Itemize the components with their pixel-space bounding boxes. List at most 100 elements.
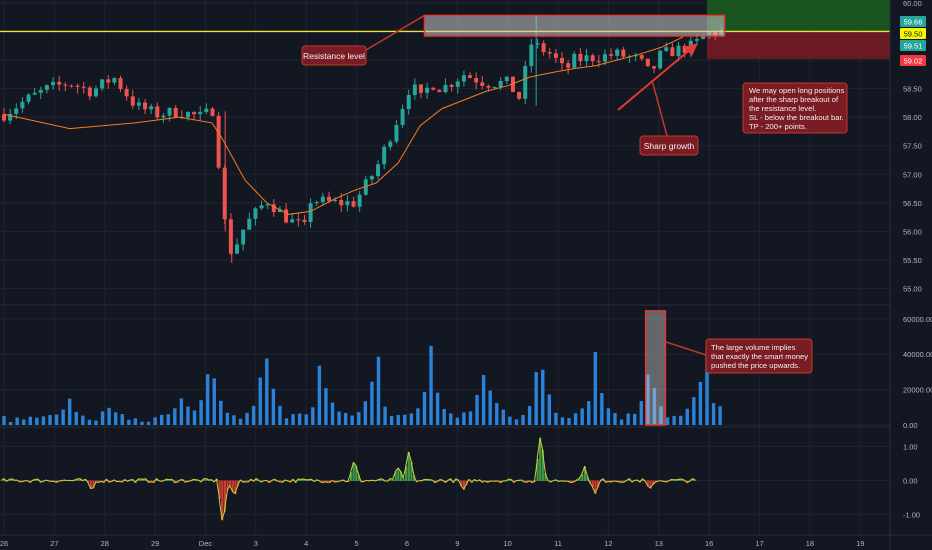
oscillator-line <box>392 471 397 480</box>
price-badge-label: 59.66 <box>904 18 923 27</box>
oscillator-line <box>691 478 696 481</box>
volume-bar <box>527 406 532 425</box>
oscillator-bar <box>455 478 458 481</box>
oscillator-line <box>61 479 65 482</box>
candle-body <box>271 204 276 213</box>
oscillator-bar <box>3 478 6 481</box>
oscillator-line <box>16 479 21 483</box>
candle-body <box>474 77 479 83</box>
oscillator-line <box>550 480 554 483</box>
candle-body <box>192 112 197 115</box>
price-badge <box>900 16 926 27</box>
oscillator-line <box>357 474 362 483</box>
candle-body <box>124 89 129 97</box>
volume-bar <box>159 414 164 425</box>
candle-body <box>136 102 141 106</box>
volume-bar <box>284 418 289 425</box>
candle-body <box>247 218 252 230</box>
price-pane[interactable]: Resistance level Sharp growth We may ope… <box>0 0 890 263</box>
trade-plan-line: the resistance level. <box>749 104 816 113</box>
volume-bar <box>613 413 617 425</box>
oscillator-bar <box>139 478 142 481</box>
resistance-zone-box <box>423 14 726 37</box>
oscillator-line <box>355 465 360 476</box>
volume-bar <box>232 415 236 425</box>
oscillator-line <box>221 510 226 521</box>
volume-bar <box>28 416 32 425</box>
price-tick-label: 58.50 <box>903 85 922 94</box>
candle-body <box>357 194 362 207</box>
oscillator-line <box>237 479 241 486</box>
candle-body <box>149 106 154 110</box>
candle-body <box>112 78 117 83</box>
oscillator-bar <box>129 479 132 481</box>
oscillator-bar <box>326 480 329 483</box>
time-tick-label: 29 <box>151 539 159 548</box>
time-axis[interactable]: 26 27 28 29 Dec 3 4 5 6 9 10 11 12 13 16 17 18 19 <box>0 534 932 548</box>
volume-bar <box>258 377 262 425</box>
candle-body <box>584 55 589 62</box>
volume-bar <box>534 372 538 425</box>
oscillator-bar <box>94 480 98 483</box>
trade-plan-line: after the sharp breakout of <box>749 95 839 104</box>
sharp-growth-callout[interactable]: Sharp growth <box>617 43 699 156</box>
oscillator-bar <box>428 479 431 481</box>
trade-plan-line: SL - below the breakout bar. <box>749 113 844 122</box>
candle-body <box>412 84 417 96</box>
oscillator-line <box>300 478 304 481</box>
candle-body <box>32 92 37 95</box>
oscillator-line <box>402 465 407 479</box>
oscillator-bar <box>302 478 305 481</box>
candle-body <box>602 54 607 62</box>
oscillator-tick-label: -1.00 <box>903 511 920 520</box>
oscillator-line <box>153 478 157 483</box>
oscillator-line <box>260 480 265 483</box>
oscillator-bar <box>649 480 652 489</box>
oscillator-line <box>161 479 165 482</box>
candle-body <box>701 34 706 40</box>
oscillator-bar <box>678 479 681 481</box>
oscillator-bar <box>583 466 586 481</box>
volume-bar <box>140 421 144 425</box>
oscillator-line <box>308 478 312 481</box>
resistance-callout[interactable]: Resistance level <box>301 14 425 66</box>
candle-body <box>400 109 405 125</box>
oscillator-line <box>331 479 336 483</box>
oscillator-bar <box>207 480 211 481</box>
resistance-label: Resistance level <box>303 51 365 61</box>
oscillator-line <box>652 481 657 485</box>
candle-body <box>461 75 466 82</box>
oscillator-bar <box>439 479 442 481</box>
oscillator-line <box>276 480 281 483</box>
candle-body <box>228 219 233 254</box>
candle-body <box>93 88 98 97</box>
volume-bar <box>363 401 368 425</box>
volume-bar <box>146 421 151 425</box>
time-tick-label: 19 <box>856 539 864 548</box>
oscillator-line <box>163 478 168 481</box>
oscillator-line <box>565 480 570 483</box>
candle-body <box>468 75 473 78</box>
oscillator-bar <box>250 479 253 481</box>
volume-note-line: that exactly the smart money <box>711 352 808 361</box>
volume-note-box <box>705 338 813 374</box>
oscillator-bar <box>389 478 392 481</box>
volume-bar <box>567 418 571 425</box>
oscillator-bar <box>299 479 303 481</box>
candle-body <box>339 200 344 206</box>
oscillator-bar <box>620 480 623 483</box>
volume-bar <box>580 408 584 425</box>
oscillator-line <box>628 478 633 483</box>
oscillator-line <box>200 478 205 483</box>
time-tick-label: Dec <box>199 539 213 548</box>
oscillator-line <box>539 437 544 451</box>
volume-bar <box>468 411 473 425</box>
oscillator-line <box>274 478 278 482</box>
oscillator-pane[interactable] <box>0 437 697 521</box>
volume-bar <box>665 417 670 425</box>
candle-body <box>578 53 583 62</box>
